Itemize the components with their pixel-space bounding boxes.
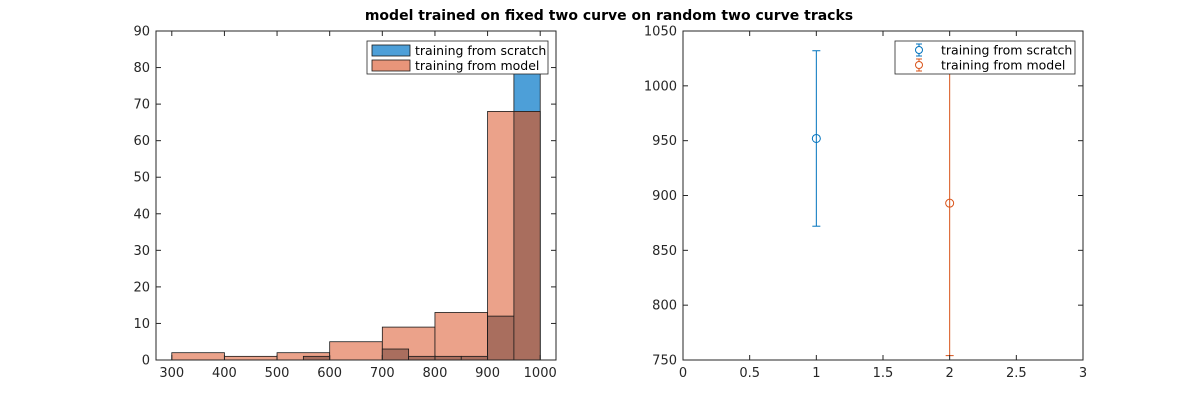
legend-label: training from model bbox=[941, 58, 1065, 73]
axes-frame bbox=[155, 30, 557, 361]
y-tick-label: 0 bbox=[142, 354, 150, 369]
y-tick-label: 20 bbox=[133, 280, 150, 295]
x-tick-label: 0.5 bbox=[739, 366, 760, 381]
y-tick-label: 80 bbox=[133, 61, 150, 76]
histogram-bar-overlap bbox=[302, 355, 331, 361]
y-tick-label: 40 bbox=[133, 207, 150, 222]
legend-box bbox=[894, 40, 1076, 75]
y-tick-label: 1050 bbox=[644, 25, 677, 40]
y-tick-label: 30 bbox=[133, 244, 150, 259]
histogram-bar-model bbox=[224, 355, 278, 361]
errorbar-point bbox=[811, 133, 821, 143]
x-tick-label: 300 bbox=[159, 366, 184, 381]
y-tick-label: 60 bbox=[133, 134, 150, 149]
legend-label: training from scratch bbox=[941, 43, 1072, 58]
legend-marker bbox=[915, 61, 923, 69]
y-tick-label: 10 bbox=[133, 317, 150, 332]
errorbar-point bbox=[945, 198, 955, 208]
histogram-bar-overlap bbox=[434, 355, 462, 361]
y-tick-label: 70 bbox=[133, 98, 150, 113]
histogram-bar-overlap bbox=[513, 111, 541, 361]
y-tick-label: 800 bbox=[652, 299, 677, 314]
legend-label: training from model bbox=[415, 58, 539, 73]
histogram-bar-model bbox=[329, 341, 383, 361]
y-tick-label: 1000 bbox=[644, 79, 677, 94]
errorbar-axes: 0 0.5 1 1.5 2 2.5 3 750 800 850 900 950 1000 1050 trai… bbox=[644, 25, 1087, 382]
y-tick-label: 950 bbox=[652, 134, 677, 149]
x-tick-label: 1 bbox=[812, 366, 820, 381]
x-tick-label: 1000 bbox=[524, 366, 557, 381]
y-tick-label: 90 bbox=[133, 25, 150, 40]
histogram-bar-model bbox=[171, 352, 225, 361]
histogram-bar-overlap bbox=[381, 348, 410, 361]
legend-swatch bbox=[371, 44, 411, 57]
x-tick-label: 900 bbox=[475, 366, 500, 381]
legend-marker bbox=[915, 46, 923, 54]
x-tick-label: 0 bbox=[679, 366, 687, 381]
x-tick-label: 800 bbox=[423, 366, 448, 381]
x-tick-label: 700 bbox=[370, 366, 395, 381]
histogram-bar-overlap bbox=[408, 355, 436, 361]
y-tick-label: 50 bbox=[133, 171, 150, 186]
y-tick-label: 850 bbox=[652, 244, 677, 259]
y-tick-label: 750 bbox=[652, 354, 677, 369]
histogram-bar-model bbox=[434, 312, 488, 361]
x-tick-label: 3 bbox=[1079, 366, 1087, 381]
x-tick-label: 400 bbox=[212, 366, 237, 381]
legend-label: training from scratch bbox=[415, 43, 546, 58]
x-tick-label: 500 bbox=[265, 366, 290, 381]
x-tick-label: 2 bbox=[946, 366, 954, 381]
x-tick-label: 1.5 bbox=[873, 366, 894, 381]
legend-swatch bbox=[371, 59, 411, 72]
histogram-axes: 300 400 500 600 700 800 900 1000 0 10 20 30 40 50 60 70… bbox=[133, 25, 556, 382]
plot-area bbox=[683, 31, 1083, 360]
x-tick-label: 2.5 bbox=[1006, 366, 1027, 381]
histogram-bar-overlap bbox=[460, 355, 488, 361]
y-tick-label: 900 bbox=[652, 189, 677, 204]
figure-title: model trained on fixed two curve on rand… bbox=[365, 8, 853, 24]
x-tick-label: 600 bbox=[317, 366, 342, 381]
histogram-bar-overlap bbox=[487, 315, 515, 361]
